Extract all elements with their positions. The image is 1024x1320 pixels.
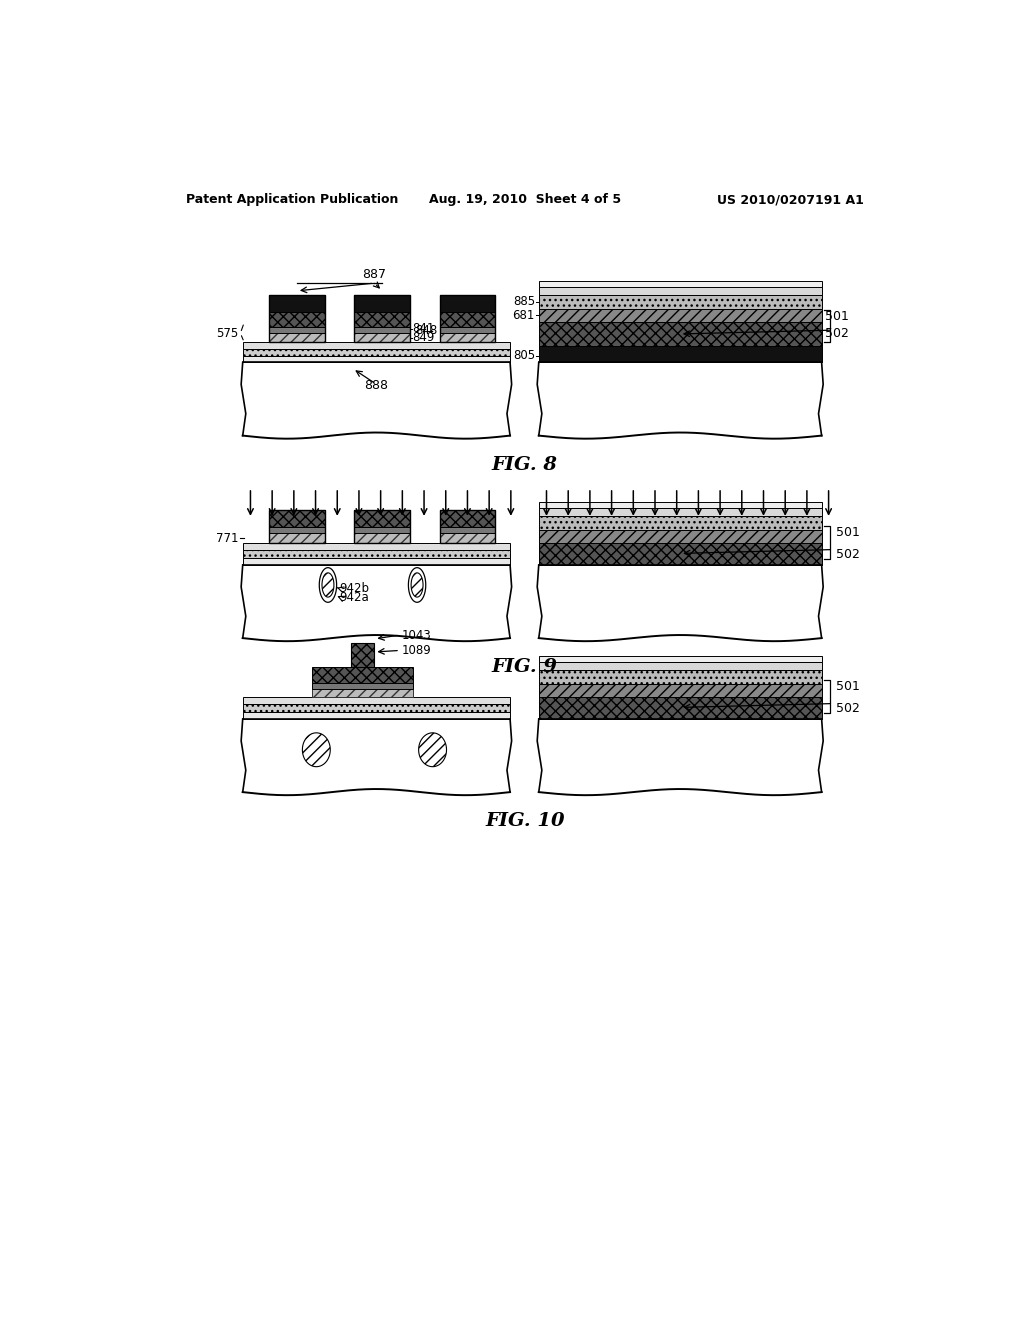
Text: FIG. 9: FIG. 9 bbox=[492, 659, 558, 676]
Bar bbox=[539, 656, 821, 663]
Bar bbox=[539, 663, 821, 669]
Text: 771: 771 bbox=[216, 532, 239, 545]
Bar bbox=[243, 543, 510, 549]
Bar bbox=[269, 511, 325, 527]
Text: 502: 502 bbox=[825, 327, 849, 341]
Bar bbox=[439, 312, 496, 327]
Bar bbox=[243, 719, 510, 792]
Bar bbox=[269, 294, 325, 312]
Bar bbox=[439, 294, 496, 342]
Bar bbox=[539, 669, 821, 684]
Bar bbox=[539, 565, 821, 638]
Bar bbox=[354, 527, 410, 533]
Text: 888: 888 bbox=[364, 379, 388, 392]
Bar bbox=[354, 327, 410, 333]
Bar bbox=[243, 704, 510, 711]
Text: 501: 501 bbox=[825, 310, 849, 323]
Bar bbox=[539, 346, 821, 363]
Bar bbox=[539, 516, 821, 529]
Bar bbox=[269, 294, 325, 342]
Bar bbox=[539, 322, 821, 346]
Bar bbox=[439, 527, 496, 533]
Bar bbox=[439, 327, 496, 333]
Bar bbox=[243, 348, 510, 356]
Text: 887: 887 bbox=[362, 268, 386, 281]
Bar bbox=[269, 327, 325, 333]
Bar bbox=[243, 356, 510, 363]
Bar bbox=[539, 508, 821, 516]
Text: 841: 841 bbox=[413, 322, 435, 335]
Bar bbox=[312, 682, 414, 689]
Bar bbox=[539, 294, 821, 309]
Text: 1043: 1043 bbox=[401, 628, 431, 642]
Bar bbox=[439, 511, 496, 527]
Polygon shape bbox=[319, 568, 337, 602]
Bar bbox=[354, 511, 410, 527]
Bar bbox=[439, 511, 496, 543]
Text: US 2010/0207191 A1: US 2010/0207191 A1 bbox=[718, 193, 864, 206]
Bar bbox=[243, 342, 510, 348]
Text: 942b: 942b bbox=[340, 582, 370, 595]
Text: FIG. 8: FIG. 8 bbox=[492, 455, 558, 474]
Bar bbox=[354, 294, 410, 312]
Bar bbox=[243, 711, 510, 719]
Text: 848: 848 bbox=[415, 323, 437, 337]
Bar bbox=[539, 697, 821, 719]
Bar bbox=[269, 333, 325, 342]
Bar bbox=[243, 697, 510, 704]
Bar bbox=[539, 286, 821, 294]
Text: 849: 849 bbox=[413, 331, 435, 345]
Bar bbox=[269, 511, 325, 543]
Bar bbox=[539, 502, 821, 508]
Bar bbox=[269, 533, 325, 543]
Text: 502: 502 bbox=[836, 548, 859, 561]
Bar bbox=[539, 529, 821, 544]
Bar bbox=[354, 294, 410, 342]
Bar bbox=[539, 719, 821, 792]
Text: 942a: 942a bbox=[340, 590, 370, 603]
Bar bbox=[243, 549, 510, 558]
Text: 681: 681 bbox=[512, 309, 535, 322]
Bar bbox=[243, 558, 510, 565]
Text: 502: 502 bbox=[836, 702, 859, 714]
Bar bbox=[243, 565, 510, 638]
Text: 575: 575 bbox=[216, 326, 239, 339]
Text: Aug. 19, 2010  Sheet 4 of 5: Aug. 19, 2010 Sheet 4 of 5 bbox=[429, 193, 621, 206]
Bar bbox=[439, 333, 496, 342]
Bar bbox=[354, 312, 410, 327]
Polygon shape bbox=[322, 573, 334, 597]
Bar bbox=[439, 533, 496, 543]
Bar bbox=[539, 281, 821, 286]
Bar bbox=[243, 363, 510, 436]
Text: Patent Application Publication: Patent Application Publication bbox=[186, 193, 398, 206]
Text: 501: 501 bbox=[836, 527, 859, 539]
Bar bbox=[539, 684, 821, 697]
Polygon shape bbox=[411, 573, 423, 597]
Text: 885: 885 bbox=[513, 296, 535, 308]
Polygon shape bbox=[409, 568, 426, 602]
Bar bbox=[269, 312, 325, 327]
Bar bbox=[351, 643, 375, 668]
Bar bbox=[312, 668, 414, 682]
Polygon shape bbox=[302, 733, 331, 767]
Bar bbox=[439, 294, 496, 312]
Text: 805: 805 bbox=[513, 348, 535, 362]
Bar bbox=[539, 309, 821, 322]
Text: 1089: 1089 bbox=[401, 644, 431, 657]
Bar bbox=[269, 527, 325, 533]
Bar bbox=[354, 511, 410, 543]
Text: FIG. 10: FIG. 10 bbox=[485, 812, 564, 830]
Bar bbox=[539, 363, 821, 436]
Bar bbox=[354, 533, 410, 543]
Polygon shape bbox=[419, 733, 446, 767]
Bar bbox=[539, 544, 821, 565]
Bar bbox=[354, 333, 410, 342]
Text: 501: 501 bbox=[836, 680, 859, 693]
Bar bbox=[312, 689, 414, 697]
